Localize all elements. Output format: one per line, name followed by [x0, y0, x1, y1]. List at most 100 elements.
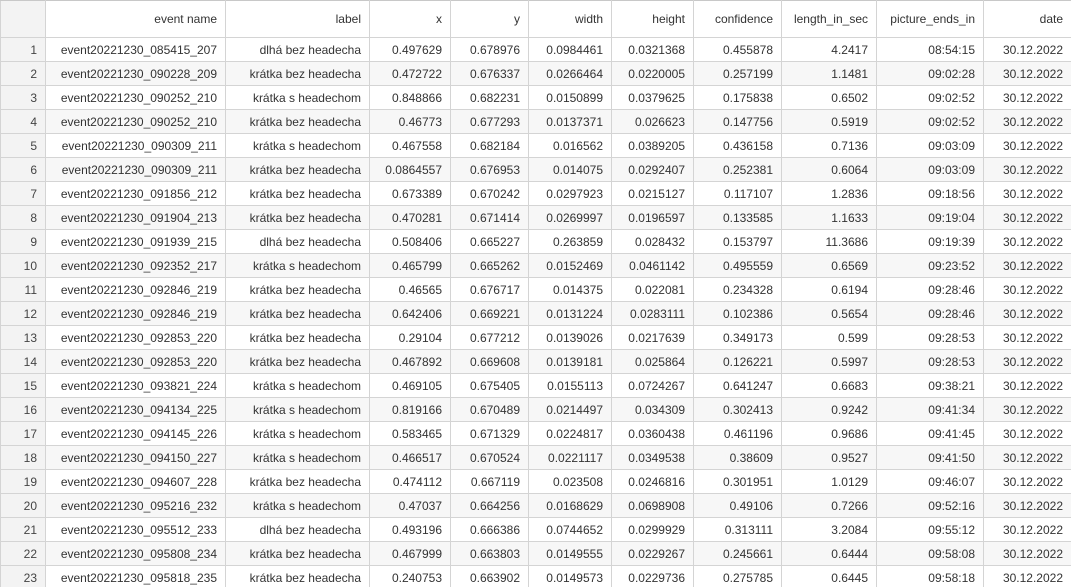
picture-ends-in-cell[interactable]: 09:38:21	[876, 373, 984, 398]
event-name-cell[interactable]: event20221230_090252_210	[45, 85, 226, 110]
length-in-sec-cell[interactable]: 0.9242	[781, 397, 877, 422]
width-cell[interactable]: 0.0131224	[528, 301, 612, 326]
width-cell[interactable]: 0.0150899	[528, 85, 612, 110]
label-cell[interactable]: dlhá bez headecha	[225, 517, 370, 542]
event-name-cell[interactable]: event20221230_094145_226	[45, 421, 226, 446]
event-name-cell[interactable]: event20221230_091939_215	[45, 229, 226, 254]
picture-ends-in-cell[interactable]: 09:58:18	[876, 565, 984, 587]
x-cell[interactable]: 0.673389	[369, 181, 451, 206]
height-cell[interactable]: 0.026623	[611, 109, 694, 134]
height-cell[interactable]: 0.0196597	[611, 205, 694, 230]
row-index[interactable]: 4	[0, 109, 46, 134]
label-cell[interactable]: krátka bez headecha	[225, 61, 370, 86]
date-cell[interactable]: 30.12.2022	[983, 85, 1071, 110]
x-cell[interactable]: 0.583465	[369, 421, 451, 446]
date-cell[interactable]: 30.12.2022	[983, 445, 1071, 470]
table-row[interactable]: 23 event20221230_095818_235 krátka bez hea…	[0, 565, 1071, 587]
label-cell[interactable]: krátka bez headecha	[225, 205, 370, 230]
confidence-cell[interactable]: 0.126221	[693, 349, 782, 374]
event-name-cell[interactable]: event20221230_090252_210	[45, 109, 226, 134]
confidence-cell[interactable]: 0.436158	[693, 133, 782, 158]
table-row[interactable]: 6 event20221230_090309_211 krátka bez head…	[0, 157, 1071, 182]
picture-ends-in-cell[interactable]: 09:03:09	[876, 133, 984, 158]
confidence-cell[interactable]: 0.153797	[693, 229, 782, 254]
label-cell[interactable]: krátka bez headecha	[225, 181, 370, 206]
x-cell[interactable]: 0.465799	[369, 253, 451, 278]
length-in-sec-cell[interactable]: 0.5997	[781, 349, 877, 374]
x-cell[interactable]: 0.467999	[369, 541, 451, 566]
column-header-confidence[interactable]: confidence	[693, 0, 782, 38]
date-cell[interactable]: 30.12.2022	[983, 37, 1071, 62]
row-index[interactable]: 15	[0, 373, 46, 398]
width-cell[interactable]: 0.0155113	[528, 373, 612, 398]
width-cell[interactable]: 0.0139026	[528, 325, 612, 350]
y-cell[interactable]: 0.671414	[450, 205, 529, 230]
y-cell[interactable]: 0.676717	[450, 277, 529, 302]
confidence-cell[interactable]: 0.302413	[693, 397, 782, 422]
height-cell[interactable]: 0.0215127	[611, 181, 694, 206]
table-row[interactable]: 22 event20221230_095808_234 krátka bez hea…	[0, 541, 1071, 566]
label-cell[interactable]: krátka s headechom	[225, 133, 370, 158]
length-in-sec-cell[interactable]: 0.9527	[781, 445, 877, 470]
picture-ends-in-cell[interactable]: 09:02:52	[876, 85, 984, 110]
length-in-sec-cell[interactable]: 1.0129	[781, 469, 877, 494]
date-cell[interactable]: 30.12.2022	[983, 277, 1071, 302]
confidence-cell[interactable]: 0.641247	[693, 373, 782, 398]
width-cell[interactable]: 0.0224817	[528, 421, 612, 446]
width-cell[interactable]: 0.0139181	[528, 349, 612, 374]
row-index[interactable]: 2	[0, 61, 46, 86]
picture-ends-in-cell[interactable]: 09:28:53	[876, 325, 984, 350]
height-cell[interactable]: 0.0299929	[611, 517, 694, 542]
label-cell[interactable]: dlhá bez headecha	[225, 37, 370, 62]
x-cell[interactable]: 0.472722	[369, 61, 451, 86]
x-cell[interactable]: 0.819166	[369, 397, 451, 422]
length-in-sec-cell[interactable]: 0.6194	[781, 277, 877, 302]
y-cell[interactable]: 0.678976	[450, 37, 529, 62]
row-index[interactable]: 22	[0, 541, 46, 566]
length-in-sec-cell[interactable]: 0.7266	[781, 493, 877, 518]
label-cell[interactable]: krátka bez headecha	[225, 541, 370, 566]
y-cell[interactable]: 0.677212	[450, 325, 529, 350]
length-in-sec-cell[interactable]: 0.6064	[781, 157, 877, 182]
width-cell[interactable]: 0.014075	[528, 157, 612, 182]
x-cell[interactable]: 0.46773	[369, 109, 451, 134]
date-cell[interactable]: 30.12.2022	[983, 541, 1071, 566]
picture-ends-in-cell[interactable]: 09:46:07	[876, 469, 984, 494]
table-row[interactable]: 4 event20221230_090252_210 krátka bez head…	[0, 109, 1071, 134]
confidence-cell[interactable]: 0.38609	[693, 445, 782, 470]
event-name-cell[interactable]: event20221230_091856_212	[45, 181, 226, 206]
y-cell[interactable]: 0.670242	[450, 181, 529, 206]
y-cell[interactable]: 0.670524	[450, 445, 529, 470]
row-index[interactable]: 14	[0, 349, 46, 374]
length-in-sec-cell[interactable]: 0.6444	[781, 541, 877, 566]
column-header-date[interactable]: date	[983, 0, 1071, 38]
x-cell[interactable]: 0.467892	[369, 349, 451, 374]
row-index[interactable]: 17	[0, 421, 46, 446]
picture-ends-in-cell[interactable]: 09:03:09	[876, 157, 984, 182]
date-cell[interactable]: 30.12.2022	[983, 517, 1071, 542]
table-row[interactable]: 17 event20221230_094145_226 krátka s heade…	[0, 421, 1071, 446]
date-cell[interactable]: 30.12.2022	[983, 373, 1071, 398]
row-index[interactable]: 8	[0, 205, 46, 230]
confidence-cell[interactable]: 0.133585	[693, 205, 782, 230]
table-row[interactable]: 12 event20221230_092846_219 krátka bez hea…	[0, 301, 1071, 326]
table-row[interactable]: 13 event20221230_092853_220 krátka bez hea…	[0, 325, 1071, 350]
y-cell[interactable]: 0.663902	[450, 565, 529, 587]
column-header-width[interactable]: width	[528, 0, 612, 38]
row-index[interactable]: 21	[0, 517, 46, 542]
table-row[interactable]: 3 event20221230_090252_210 krátka s headec…	[0, 85, 1071, 110]
y-cell[interactable]: 0.665262	[450, 253, 529, 278]
width-cell[interactable]: 0.014375	[528, 277, 612, 302]
length-in-sec-cell[interactable]: 0.9686	[781, 421, 877, 446]
table-row[interactable]: 1 event20221230_085415_207 dlhá bez headec…	[0, 37, 1071, 62]
table-row[interactable]: 2 event20221230_090228_209 krátka bez head…	[0, 61, 1071, 86]
table-row[interactable]: 8 event20221230_091904_213 krátka bez head…	[0, 205, 1071, 230]
table-row[interactable]: 9 event20221230_091939_215 dlhá bez headec…	[0, 229, 1071, 254]
event-name-cell[interactable]: event20221230_095818_235	[45, 565, 226, 587]
row-index[interactable]: 1	[0, 37, 46, 62]
y-cell[interactable]: 0.677293	[450, 109, 529, 134]
y-cell[interactable]: 0.670489	[450, 397, 529, 422]
length-in-sec-cell[interactable]: 0.7136	[781, 133, 877, 158]
picture-ends-in-cell[interactable]: 09:41:50	[876, 445, 984, 470]
